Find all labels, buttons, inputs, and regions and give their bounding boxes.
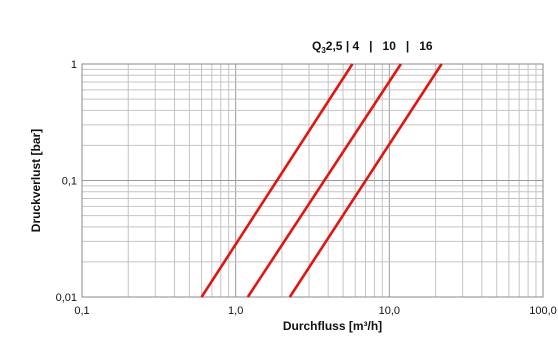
plot-area-frame — [81, 63, 544, 298]
y-tick-label: 0,01 — [56, 292, 77, 304]
legend-text: 2,5 | 4 | 10 | 16 — [326, 39, 433, 53]
y-axis-tick-labels: 0,01 0,1 1 — [56, 59, 77, 304]
legend-prefix: Q — [312, 39, 321, 53]
legend: Q32,5 | 4 | 10 | 16 — [312, 39, 433, 55]
series-line-3 — [288, 63, 443, 298]
x-tick-label: 10,0 — [379, 305, 400, 317]
x-tick-label: 100,0 — [529, 305, 557, 317]
x-tick-label: 1,0 — [228, 305, 243, 317]
series-line-1 — [200, 63, 354, 298]
legend-subscript: 3 — [321, 46, 326, 55]
x-tick-label: 0,1 — [74, 305, 89, 317]
series-line-2 — [246, 63, 402, 298]
y-tick-label: 1 — [71, 59, 77, 71]
chart-series — [200, 63, 443, 298]
x-axis-label: Durchfluss [m³/h] — [283, 319, 382, 333]
y-tick-label: 0,1 — [62, 176, 77, 188]
chart-grid — [81, 64, 543, 298]
y-axis-label: Druckverlust [bar] — [29, 129, 43, 232]
x-axis-tick-labels: 0,1 1,0 10,0 100,0 — [74, 305, 556, 317]
